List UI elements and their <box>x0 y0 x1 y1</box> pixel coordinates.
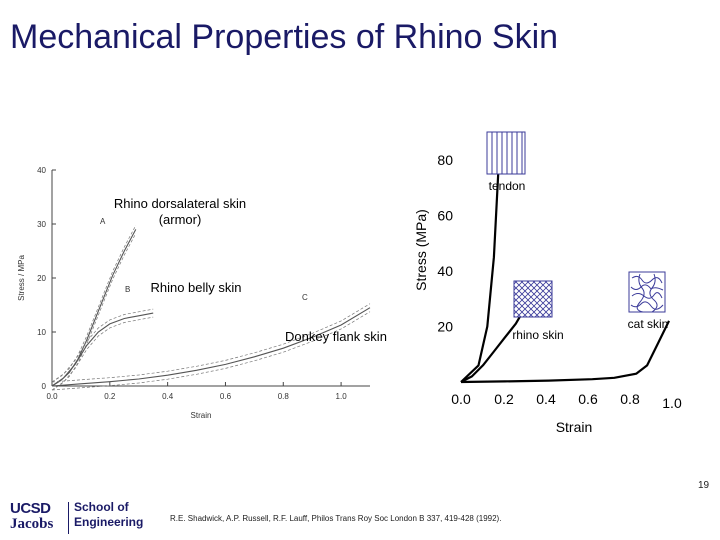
right-x-tick-label: 0.0 <box>451 391 471 407</box>
left-x-tick-label: 0.2 <box>104 392 116 401</box>
left-series-a-upper-band <box>51 225 137 383</box>
left-annotation-3-line-1: Donkey flank skin <box>285 329 387 344</box>
cat-skin-swatch-frame <box>628 271 666 313</box>
slide-title: Mechanical Properties of Rhino Skin <box>10 18 559 56</box>
school-line-1: School of <box>74 500 129 514</box>
left-series-b-line <box>51 312 154 387</box>
right-x-tick-label: 0.4 <box>536 391 556 407</box>
cat-skin-swatch <box>628 271 666 313</box>
right-y-tick-label: 40 <box>437 263 453 279</box>
logo-divider <box>68 502 69 534</box>
jacobs-logo-text: Jacobs <box>10 516 54 532</box>
left-y-tick-label: 40 <box>37 166 46 175</box>
right-x-tick-label: 1.0 <box>662 395 682 411</box>
school-line-2: Engineering <box>74 515 144 529</box>
right-y-tick-label: 80 <box>437 152 453 168</box>
left-annotation-1-line-2: (armor) <box>159 212 202 227</box>
right-y-tick-label: 60 <box>437 208 453 224</box>
left-x-tick-label: 0.6 <box>220 392 232 401</box>
left-series-a-line <box>51 229 137 387</box>
left-series-c-lower-band <box>51 311 371 391</box>
school-of-engineering-logo: School of Engineering <box>74 500 143 530</box>
right-stress-strain-chart: 20 40 60 80 0.0 0.2 0.4 0.6 0.8 1.0 Strain Stress (… <box>413 131 682 435</box>
citation: R.E. Shadwick, A.P. Russell, R.F. Lauff,… <box>170 514 502 523</box>
left-annotation-2-line-1: Rhino belly skin <box>150 280 241 295</box>
cat-skin-swatch-texture-4 <box>630 301 664 310</box>
right-series-rhino-skin-line <box>460 312 524 383</box>
rhino-skin-swatch <box>513 280 553 318</box>
tendon-swatch <box>486 131 526 175</box>
tendon-label: tendon <box>489 179 526 193</box>
right-x-tick-label: 0.6 <box>578 391 598 407</box>
left-series-c-upper-band <box>51 303 371 383</box>
cat-skin-label: cat skin <box>628 317 669 331</box>
left-y-tick-label: 20 <box>37 274 46 283</box>
left-curve-label-b: B <box>125 285 130 294</box>
left-x-tick-label: 0.8 <box>278 392 290 401</box>
left-y-axis-label: Stress / MPa <box>17 255 26 301</box>
left-stress-strain-chart: 0 10 20 30 40 0.0 0.2 0.4 0.6 0.8 1.0 Strain Stress … <box>17 166 387 420</box>
left-y-tick-label: 0 <box>42 382 47 391</box>
cat-skin-swatch-texture-5 <box>636 273 645 313</box>
left-y-tick-label: 10 <box>37 328 46 337</box>
left-series-b-lower-band <box>51 316 154 391</box>
right-y-axis-label: Stress (MPa) <box>413 209 429 291</box>
cat-skin-swatch-texture-3 <box>631 292 663 299</box>
cat-skin-swatch-texture-6 <box>649 273 658 313</box>
right-x-axis-label: Strain <box>556 419 593 435</box>
cat-skin-swatch-texture-1 <box>631 275 663 284</box>
left-x-tick-label: 1.0 <box>336 392 348 401</box>
left-curve-label-c: C <box>302 293 308 302</box>
cat-skin-swatch-texture-2 <box>630 284 664 291</box>
left-series-b-upper-band <box>51 308 154 383</box>
right-series-cat-skin-line <box>460 320 670 384</box>
left-annotation-1-line-1: Rhino dorsalateral skin <box>114 196 246 211</box>
left-x-axis-label: Strain <box>191 411 212 420</box>
left-x-tick-label: 0.0 <box>46 392 58 401</box>
rhino-skin-label: rhino skin <box>512 328 563 342</box>
left-y-tick-label: 30 <box>37 220 46 229</box>
ucsd-logo-text: UCSD <box>10 500 51 517</box>
right-x-tick-label: 0.2 <box>494 391 514 407</box>
right-series-tendon-line <box>460 173 500 383</box>
page-number: 19 <box>698 480 710 491</box>
left-series-c-line <box>51 307 371 387</box>
left-series-a-lower-band <box>51 233 137 391</box>
left-x-tick-label: 0.4 <box>162 392 174 401</box>
right-x-tick-label: 0.8 <box>620 391 640 407</box>
left-curve-label-a: A <box>100 217 106 226</box>
right-y-tick-label: 20 <box>437 319 453 335</box>
